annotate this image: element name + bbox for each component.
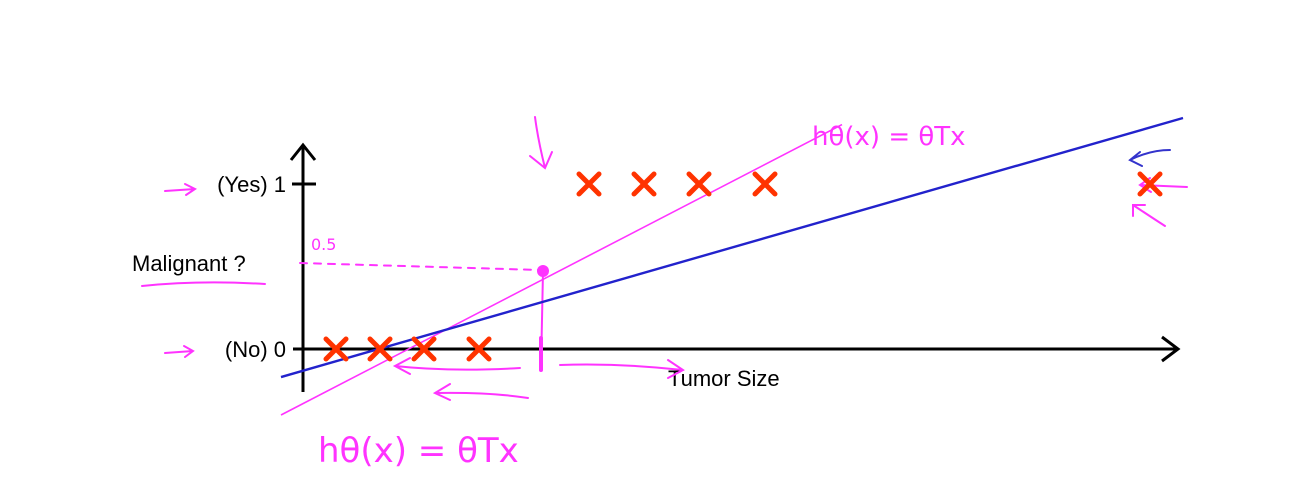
fit-label-top: hθ(x) = θTx (812, 122, 966, 152)
x-marker-icon (1137, 171, 1163, 197)
arrow-yes-icon (164, 183, 197, 196)
x-marker-icon (631, 171, 657, 197)
arrow-outlier-low-icon (1132, 204, 1166, 227)
threshold-dashes (299, 262, 541, 271)
axes (289, 142, 1181, 392)
x-marker-icon (686, 171, 712, 197)
data-point-2 (367, 336, 393, 362)
ylabel-underline (141, 281, 266, 287)
fit-line-1 (280, 123, 843, 416)
y-axis-title: Malignant ? (132, 251, 246, 276)
x-marker-icon (576, 171, 602, 197)
x-marker-icon (466, 336, 492, 362)
x-axis-title: Tumor Size (668, 366, 780, 391)
data-point-5 (576, 171, 602, 197)
y-axis-arrow (289, 142, 317, 161)
data-point-8 (752, 171, 778, 197)
data-point-7 (686, 171, 712, 197)
x-marker-icon (323, 336, 349, 362)
y-tick-label-no: (No) 0 (225, 337, 286, 362)
fit-label-bottom: hθ(x) = θTx (318, 431, 519, 471)
threshold-point (537, 265, 549, 277)
arrow-down-icon (529, 116, 553, 170)
threshold-label: 0.5 (311, 235, 336, 254)
arrow-outlier-top-icon (1128, 149, 1171, 167)
arrow-right-icon (559, 359, 685, 379)
data-point-9 (1137, 171, 1163, 197)
data-points (323, 171, 1163, 362)
x-axis-arrow (1161, 335, 1181, 363)
data-point-4 (466, 336, 492, 362)
x-marker-icon (411, 336, 437, 362)
arrow-no-icon (164, 345, 195, 358)
data-point-6 (631, 171, 657, 197)
y-tick-label-yes: (Yes) 1 (217, 172, 286, 197)
x-marker-icon (752, 171, 778, 197)
fit-lines (280, 116, 1184, 416)
x-marker-icon (367, 336, 393, 362)
arrow-left-lower-icon (432, 383, 529, 401)
data-point-3 (411, 336, 437, 362)
fit-line-2 (280, 116, 1184, 379)
annotations (141, 116, 1188, 401)
data-point-1 (323, 336, 349, 362)
arrow-left-icon (392, 357, 521, 375)
